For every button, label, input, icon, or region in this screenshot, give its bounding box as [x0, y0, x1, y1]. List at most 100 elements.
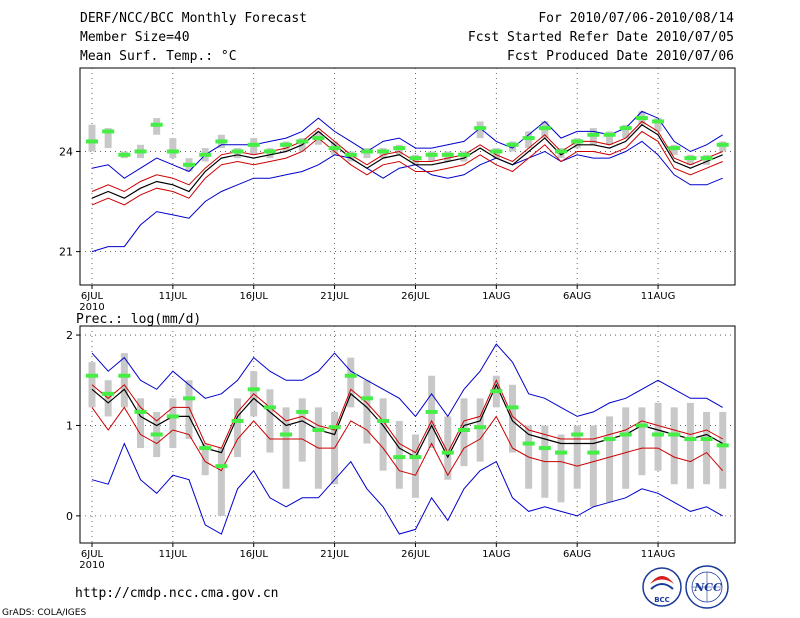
observed-marker	[102, 391, 115, 396]
ensemble-spread-box	[573, 425, 581, 489]
x-tick-label: 11AUG	[641, 549, 676, 560]
ensemble-spread-box	[444, 416, 452, 480]
y-tick-label: 0	[66, 510, 73, 523]
ensemble-spread-box	[347, 357, 355, 408]
series-line-mean	[91, 383, 723, 459]
observed-marker	[393, 455, 406, 460]
y-tick-label: 21	[59, 246, 73, 259]
observed-marker	[555, 450, 568, 455]
x-year-label: 2010	[79, 560, 104, 571]
observed-marker	[716, 443, 729, 448]
ncc-logo: NCC	[685, 565, 729, 609]
x-tick-label: 6JUL	[81, 291, 104, 302]
series-line-lower	[91, 130, 723, 206]
y-tick-label: 1	[66, 419, 73, 432]
x-tick-label: 1AUG	[482, 549, 510, 560]
ensemble-spread-box	[363, 380, 371, 444]
ensemble-spread-box	[557, 434, 565, 503]
observed-marker	[457, 427, 470, 432]
ensemble-spread-box	[120, 353, 128, 408]
observed-marker	[619, 432, 632, 437]
observed-marker	[635, 423, 648, 428]
observed-marker	[635, 116, 648, 121]
observed-marker	[409, 455, 422, 460]
observed-marker	[231, 149, 244, 154]
ensemble-spread-box	[104, 128, 112, 149]
forecast-period-label: For 2010/07/06-2010/08/14	[538, 11, 734, 26]
observed-marker	[296, 409, 309, 414]
x-tick-label: 16JUL	[239, 291, 268, 302]
x-tick-label: 21JUL	[320, 291, 349, 302]
ensemble-spread-box	[266, 389, 274, 453]
observed-marker	[231, 418, 244, 423]
observed-marker	[312, 427, 325, 432]
observed-marker	[571, 139, 584, 144]
ensemble-spread-box	[638, 407, 646, 476]
observed-marker	[183, 162, 196, 167]
observed-marker	[684, 437, 697, 442]
observed-marker	[522, 441, 535, 446]
observed-marker	[587, 450, 600, 455]
series-line-min	[91, 110, 723, 179]
observed-marker	[441, 152, 454, 157]
observed-marker	[263, 405, 276, 410]
series-line-upper	[91, 379, 723, 454]
ensemble-spread-box	[217, 448, 225, 516]
precipitation-panel: 6JUL 11JUL 16JUL 21JUL 26JUL 1AUG 6AUG 11AUG201…	[66, 325, 736, 571]
ensemble-spread-box	[282, 407, 290, 489]
observed-marker	[280, 432, 293, 437]
x-tick-label: 26JUL	[401, 291, 430, 302]
ensemble-spread-box	[88, 124, 96, 152]
observed-marker	[474, 126, 487, 131]
bcc-logo-text: BCC	[654, 596, 670, 604]
observed-marker	[603, 132, 616, 137]
ensemble-spread-box	[201, 443, 209, 476]
plot-frame	[79, 325, 736, 544]
series-line-upper	[91, 120, 723, 193]
observed-marker	[377, 418, 390, 423]
observed-marker	[652, 432, 665, 437]
ensemble-spread-box	[703, 411, 711, 485]
series-line-max	[91, 343, 723, 418]
observed-marker	[296, 139, 309, 144]
observed-marker	[490, 149, 503, 154]
observed-marker	[571, 432, 584, 437]
observed-marker	[86, 373, 98, 378]
x-tick-label: 16JUL	[239, 549, 268, 560]
observed-marker	[102, 129, 115, 134]
ensemble-spread-box	[589, 425, 597, 507]
observed-marker	[425, 152, 438, 157]
series-line-mean	[91, 124, 723, 199]
observed-marker	[328, 146, 341, 151]
series-line-lower	[91, 406, 724, 477]
member-size-label: Member Size=40	[80, 30, 190, 45]
observed-marker	[555, 149, 568, 154]
observed-marker	[538, 446, 551, 451]
observed-marker	[425, 409, 438, 414]
observed-marker	[150, 432, 163, 437]
observed-marker	[652, 119, 665, 124]
ensemble-spread-box	[622, 124, 630, 139]
observed-marker	[619, 126, 632, 131]
observed-marker	[280, 142, 293, 147]
ensemble-spread-box	[606, 131, 614, 145]
observed-marker	[134, 409, 147, 414]
temperature-panel: 6JUL 11JUL 16JUL 21JUL 26JUL 1AUG 6AUG 11AUG 201…	[59, 67, 736, 313]
observed-marker	[166, 414, 179, 419]
ensemble-spread-box	[460, 398, 468, 467]
ensemble-spread-box	[686, 402, 694, 489]
observed-marker	[199, 446, 212, 451]
observed-marker	[716, 142, 729, 147]
x-tick-label: 11JUL	[159, 291, 188, 302]
observed-marker	[150, 122, 163, 127]
y-tick-label: 24	[59, 145, 73, 158]
source-url: http://cmdp.ncc.cma.gov.cn	[75, 586, 279, 601]
observed-marker	[522, 136, 535, 141]
ensemble-spread-box	[298, 398, 306, 462]
ensemble-spread-box	[379, 398, 387, 471]
observed-marker	[118, 373, 131, 378]
observed-marker	[506, 142, 519, 147]
observed-marker	[377, 149, 390, 154]
observed-marker	[183, 396, 196, 401]
